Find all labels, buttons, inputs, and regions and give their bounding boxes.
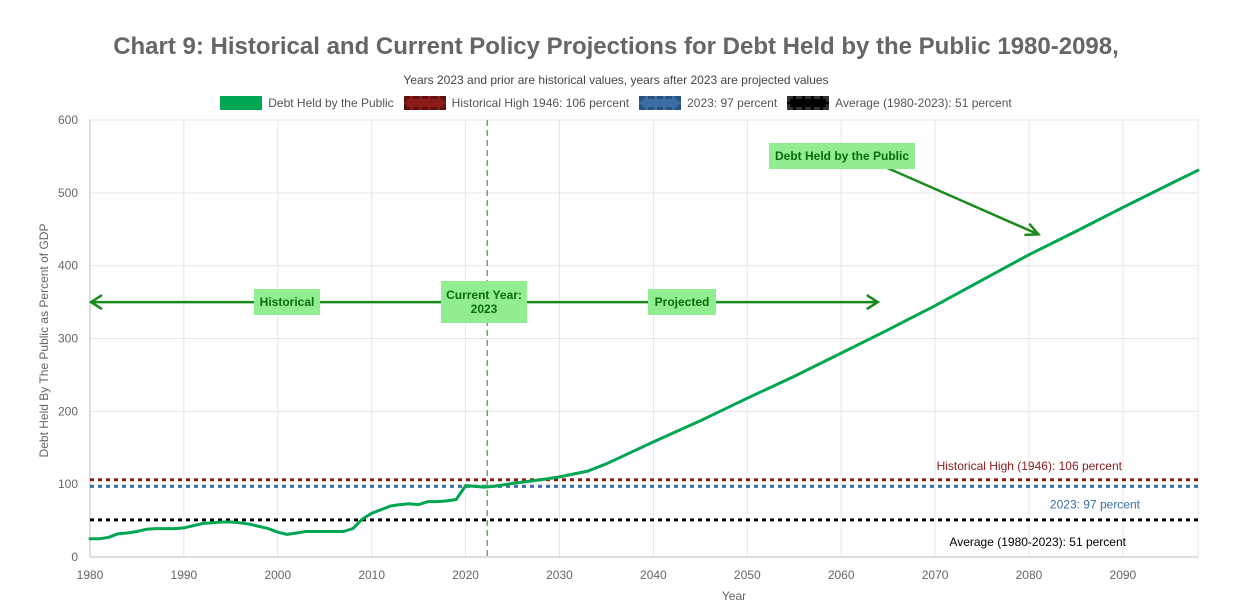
- x-tick-label: 2000: [264, 568, 291, 582]
- legend-label-average: Average (1980-2023): 51 percent: [835, 96, 1012, 110]
- legend-swatch-2023: [639, 96, 682, 110]
- debt-arrow-head: [1024, 222, 1042, 237]
- legend-item-2023[interactable]: 2023: 97 percent: [639, 96, 777, 110]
- chart-title: Chart 9: Historical and Current Policy P…: [113, 33, 1119, 60]
- legend-item-average[interactable]: Average (1980-2023): 51 percent: [787, 96, 1012, 110]
- annotation-text-current-year: Current Year:: [446, 288, 522, 302]
- debt-arrow-line: [868, 158, 1039, 236]
- reference-line-label: Average (1980-2023): 51 percent: [949, 535, 1126, 549]
- x-tick-label: 2050: [734, 568, 761, 582]
- x-tick-label: 2060: [828, 568, 855, 582]
- annotation-box-projected: [648, 289, 716, 315]
- annotation-text-debt-label: Debt Held by the Public: [775, 149, 909, 163]
- axes: 0 100 200 300 400 500 600 1980 1990 2000 2010 2020 2…: [37, 113, 1198, 603]
- y-tick-label: 600: [58, 113, 78, 127]
- x-axis-title: Year: [722, 589, 746, 603]
- x-tick-label: 1990: [171, 568, 198, 582]
- series-line-debt: [88, 168, 1200, 541]
- legend-swatch-debt: [220, 96, 263, 110]
- annotation-box-debt-label: [769, 143, 915, 169]
- x-tick-label: 2070: [922, 568, 949, 582]
- y-tick-label: 0: [71, 550, 78, 564]
- x-tick-label: 2080: [1016, 568, 1043, 582]
- annotation-text-current-year: 2023: [471, 302, 498, 316]
- annotation-text-historical: Historical: [260, 295, 315, 309]
- grid-lines: [89, 119, 1199, 558]
- legend-swatch-historical-high: [403, 96, 446, 110]
- legend-swatch-average: [787, 96, 830, 110]
- x-tick-label: 2040: [640, 568, 667, 582]
- y-tick-label: 400: [58, 259, 78, 273]
- legend-item-debt[interactable]: Debt Held by the Public: [220, 96, 394, 110]
- legend-label-debt: Debt Held by the Public: [268, 96, 394, 110]
- span-arrow-left-head: [88, 294, 103, 311]
- legend-item-historical-high[interactable]: Historical High 1946: 106 percent: [403, 96, 630, 110]
- y-tick-label: 300: [58, 332, 78, 346]
- annotation-box-historical: [254, 289, 320, 315]
- series-lines: [88, 168, 1200, 541]
- span-arrow-right-head: [866, 294, 881, 311]
- annotation-text-projected: Projected: [655, 295, 710, 309]
- x-tick-label: 2090: [1110, 568, 1137, 582]
- y-tick-label: 200: [58, 404, 78, 418]
- x-tick-label: 2020: [452, 568, 479, 582]
- x-tick-label: 1980: [77, 568, 104, 582]
- legend-label-2023: 2023: 97 percent: [687, 96, 778, 110]
- reference-line-label: 2023: 97 percent: [1050, 497, 1141, 511]
- y-tick-label: 500: [58, 186, 78, 200]
- x-tick-label: 2030: [546, 568, 573, 582]
- reference-line-label: Historical High (1946): 106 percent: [937, 459, 1123, 473]
- x-tick-label: 2010: [358, 568, 385, 582]
- y-axis-title: Debt Held By The Public as Percent of GD…: [37, 224, 51, 458]
- annotations: Historical Current Year:2023 Projected Debt…: [88, 143, 1042, 323]
- y-tick-label: 100: [58, 477, 78, 491]
- reference-lines: Historical High (1946): 106 percent 2023:…: [90, 120, 1198, 557]
- legend-label-historical-high: Historical High 1946: 106 percent: [451, 96, 630, 110]
- chart-subtitle: Years 2023 and prior are historical valu…: [403, 73, 829, 87]
- legend: Debt Held by the Public Historical High …: [0, 96, 1232, 110]
- annotation-box-current-year: [441, 281, 527, 323]
